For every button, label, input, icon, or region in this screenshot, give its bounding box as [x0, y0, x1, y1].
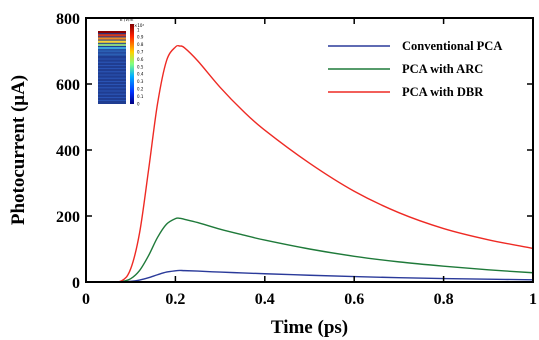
y-tick-label: 800 — [56, 11, 80, 28]
x-tick-label: 0.4 — [255, 291, 275, 308]
inset-field-band — [98, 50, 126, 53]
inset-colorbar-tick: 0.4 — [137, 72, 144, 77]
inset-colorbar-tick: 0.3 — [137, 79, 144, 84]
y-tick-label: 200 — [56, 209, 80, 226]
inset-field-band — [98, 31, 126, 34]
legend-label: Conventional PCA — [402, 39, 502, 53]
inset-colorbar-tick: 0.9 — [137, 35, 144, 40]
inset-colorbar-tick: 1 — [137, 27, 140, 32]
x-axis-title: Time (ps) — [271, 317, 348, 338]
inset-field-band — [98, 53, 126, 56]
series-line-conventional-pca — [85, 269, 534, 283]
y-tick-label: 600 — [56, 77, 80, 94]
inset-field-band — [98, 47, 126, 50]
x-tick-label: 0 — [82, 291, 90, 308]
inset-colorbar-tick: 0.2 — [137, 87, 144, 92]
y-axis-title: Photocurrent (μA) — [8, 75, 29, 225]
inset-field-band — [98, 37, 126, 40]
inset-colorbar — [130, 24, 134, 104]
inset-colorbar-exponent: ×10⁴ — [134, 23, 144, 28]
series-line-pca-with-dbr — [85, 44, 534, 283]
legend-label: PCA with ARC — [402, 62, 483, 76]
x-tick-label: 1 — [529, 291, 537, 308]
inset-colorbar-title: E (V/m — [120, 17, 133, 22]
inset-field-band — [98, 40, 126, 43]
inset-field-band — [98, 43, 126, 46]
y-tick-label: 0 — [72, 275, 80, 292]
inset-colorbar-tick: 0.6 — [137, 57, 144, 62]
x-tick-label: 0.6 — [344, 291, 364, 308]
x-tick-label: 0.8 — [434, 291, 454, 308]
inset-colorbar-tick: 0 — [137, 101, 140, 106]
inset-colorbar-tick: 0.7 — [137, 50, 144, 55]
inset-colorbar-tick: 0.8 — [137, 42, 144, 47]
inset-colorbar-tick: 0.1 — [137, 94, 144, 99]
x-tick-label: 0.2 — [165, 291, 185, 308]
series-line-pca-with-arc — [85, 217, 534, 283]
inset-colorbar-tick: 0.5 — [137, 64, 144, 69]
series-lines — [85, 44, 534, 283]
inset-field-map — [98, 31, 126, 104]
axis-ticks: 0 0.2 0.4 0.6 0.8 1 0 200 400 600 800 — [56, 11, 537, 308]
plot-frame — [85, 17, 534, 283]
legend: Conventional PCA PCA with ARC PCA with DBR — [328, 39, 502, 99]
y-tick-label: 400 — [56, 143, 80, 160]
legend-label: PCA with DBR — [402, 85, 484, 99]
inset-field-band — [98, 34, 126, 37]
